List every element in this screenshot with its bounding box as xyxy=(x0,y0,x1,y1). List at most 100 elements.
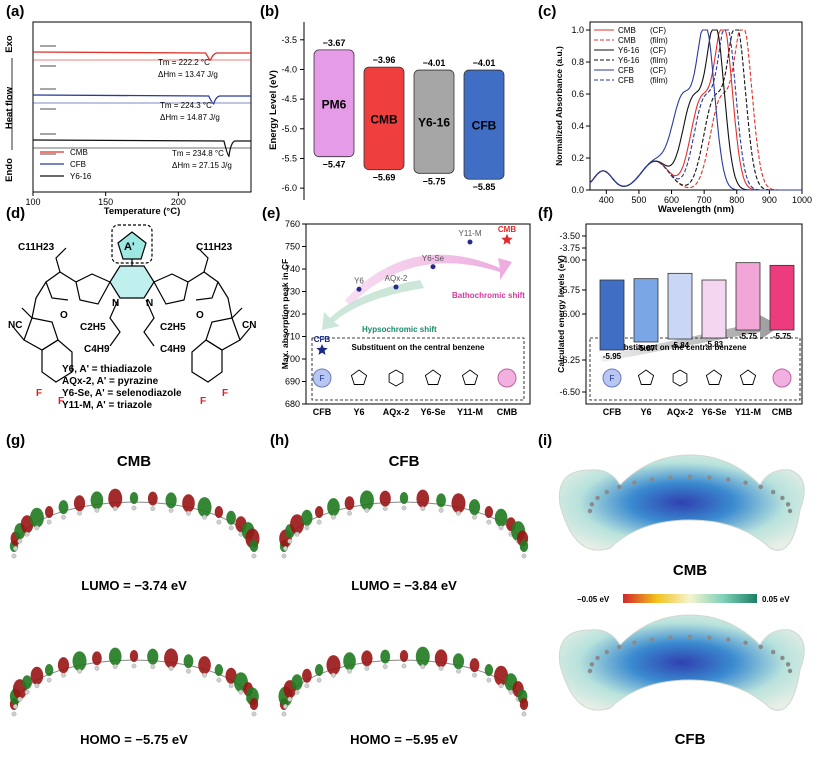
esp-atom xyxy=(649,637,654,642)
abs-xtick-label: 600 xyxy=(664,195,679,205)
right-o-label: O xyxy=(196,310,204,321)
orbital-lobe xyxy=(249,698,259,710)
dsc-legend-cfb: CFB xyxy=(70,160,86,169)
orbital-lobe xyxy=(147,491,158,506)
orbital-atom xyxy=(24,689,30,695)
orbital-lobe xyxy=(344,496,355,511)
orbital-atom xyxy=(382,506,388,511)
panel-label-c: (c) xyxy=(538,3,556,20)
abs-xtick-label: 500 xyxy=(631,195,646,205)
abs-ytick-label: 0.2 xyxy=(571,153,584,163)
calc-icon-ring xyxy=(637,369,655,385)
panel-label-h: (h) xyxy=(270,432,289,449)
orbital-atom xyxy=(401,663,407,669)
maxabs-xtick-label: AQx-2 xyxy=(383,407,410,417)
abs-frame xyxy=(589,21,803,191)
orbital-atom xyxy=(112,664,118,669)
abs-xtick-label: 800 xyxy=(729,195,744,205)
maxabs-point-label: CMB xyxy=(498,225,516,234)
orbital-atom xyxy=(202,672,207,678)
esp-atom xyxy=(758,484,763,490)
energy-ytick-label: -3.5 xyxy=(281,35,297,45)
calc-ticks: -3.50 -3.75 -4.00 -5.75 -6.00 -6.25 -6.50 xyxy=(559,231,586,397)
abs-ytick-label: 0.4 xyxy=(571,121,584,131)
maxabs-point-y6 xyxy=(356,286,362,292)
orbital-lobe xyxy=(399,492,409,504)
orbital-atom xyxy=(13,546,18,551)
orbital-lobe xyxy=(198,656,211,675)
abs-legend-cond: (CF) xyxy=(650,26,666,35)
abs-ytick-label: 0.6 xyxy=(571,89,584,99)
orbital-lobe xyxy=(380,649,391,664)
esp-atom xyxy=(785,662,791,667)
orbital-atom xyxy=(216,519,222,525)
abs-legend-name: CFB xyxy=(618,66,634,75)
maxabs-ytick-label: 700 xyxy=(285,354,300,364)
orbital-lobe xyxy=(214,664,224,677)
orbital-lobe xyxy=(314,506,324,519)
orbital-atom xyxy=(13,704,18,709)
maxabs-point-y11-m xyxy=(467,239,473,245)
orbital-atom xyxy=(24,531,30,537)
orbital-lobe xyxy=(361,650,373,667)
energy-lumo-label: −3.96 xyxy=(373,55,396,65)
calc-xtick-label: Y6 xyxy=(640,407,651,417)
calc-ytick-label: -5.75 xyxy=(559,285,580,295)
esp-min: −0.05 eV xyxy=(577,595,610,604)
calc-icon-ch3 xyxy=(772,368,792,388)
orbital-atom xyxy=(486,519,492,525)
h-title: CFB xyxy=(389,453,420,470)
energy-lumo-label: −3.67 xyxy=(323,38,346,48)
esp-atom xyxy=(707,475,712,480)
calc-homo-label: -5.95 xyxy=(603,352,622,361)
calc-sub-title: Substituent on the central benzene xyxy=(614,343,747,352)
maxabs-ytick-label: 750 xyxy=(285,242,300,252)
orbital-atom xyxy=(287,538,293,544)
calc-ytick-label: -6.00 xyxy=(559,309,580,319)
esp-atom xyxy=(687,634,693,640)
variant-aqx2: AQx-2, A' = pyrazine xyxy=(62,376,159,387)
esp-atom xyxy=(595,655,600,661)
right-cn-bond xyxy=(239,327,251,341)
orbital-lobe xyxy=(290,514,305,535)
abs-curves xyxy=(589,29,802,191)
orbital-atom xyxy=(331,514,336,520)
batho-label: Bathochromic shift xyxy=(452,291,525,300)
energy-bar-name-cfb: CFB xyxy=(472,119,497,133)
calc-bar-aqx-2 xyxy=(667,272,693,340)
maxabs-star-cmb xyxy=(501,233,513,245)
right-ring-2 xyxy=(187,271,219,301)
orbital-atom xyxy=(294,531,300,537)
energy-ytick-label: -4.5 xyxy=(281,94,297,104)
dsc-legend-cmb: CMB xyxy=(70,148,88,157)
dsc-legend: CMB CFB Y6-16 xyxy=(40,148,92,181)
orbital-atom xyxy=(202,514,207,520)
orbital-lobe xyxy=(301,509,313,526)
right-n-label: N xyxy=(146,298,153,309)
abs-ylabel: Normalized Absorbance (a.u.) xyxy=(554,46,564,166)
calc-homo-label: -5.87 xyxy=(637,344,656,353)
energy-ytick-label: -5.5 xyxy=(281,153,297,163)
left-ic-five xyxy=(23,317,59,351)
abs-legend: CMB (CF) CMB (film) Y6-16 (CF) Y6-16 (film) CFB (… xyxy=(594,26,668,85)
right-f1-label: F xyxy=(200,396,206,407)
energy-ytick-label: -5.0 xyxy=(281,124,297,134)
orbital-lobe xyxy=(22,675,32,690)
orbital-atom xyxy=(94,507,100,513)
maxabs-point-label: Y6-Se xyxy=(422,254,445,263)
variant-y6: Y6, A' = thiadiazole xyxy=(62,364,153,375)
left-c4-label: C4H9 xyxy=(84,344,110,355)
panel-d-molecule xyxy=(13,224,251,383)
panel-label-e: (e) xyxy=(262,205,280,222)
orbital-atom xyxy=(61,514,66,520)
orbital-atom xyxy=(420,506,426,511)
calc-xtick-label: Y6-Se xyxy=(701,407,726,417)
left-nc-label: NC xyxy=(8,320,22,331)
orbital-lobe xyxy=(73,495,86,512)
dsc-y6-tm: Tm = 234.8 °C xyxy=(172,149,224,158)
maxabs-icon-ring xyxy=(461,369,479,385)
right-ic-benzene xyxy=(191,339,223,383)
orbital-atom xyxy=(150,506,156,511)
panel-label-i: (i) xyxy=(538,432,552,449)
orbital-atom xyxy=(238,689,244,695)
